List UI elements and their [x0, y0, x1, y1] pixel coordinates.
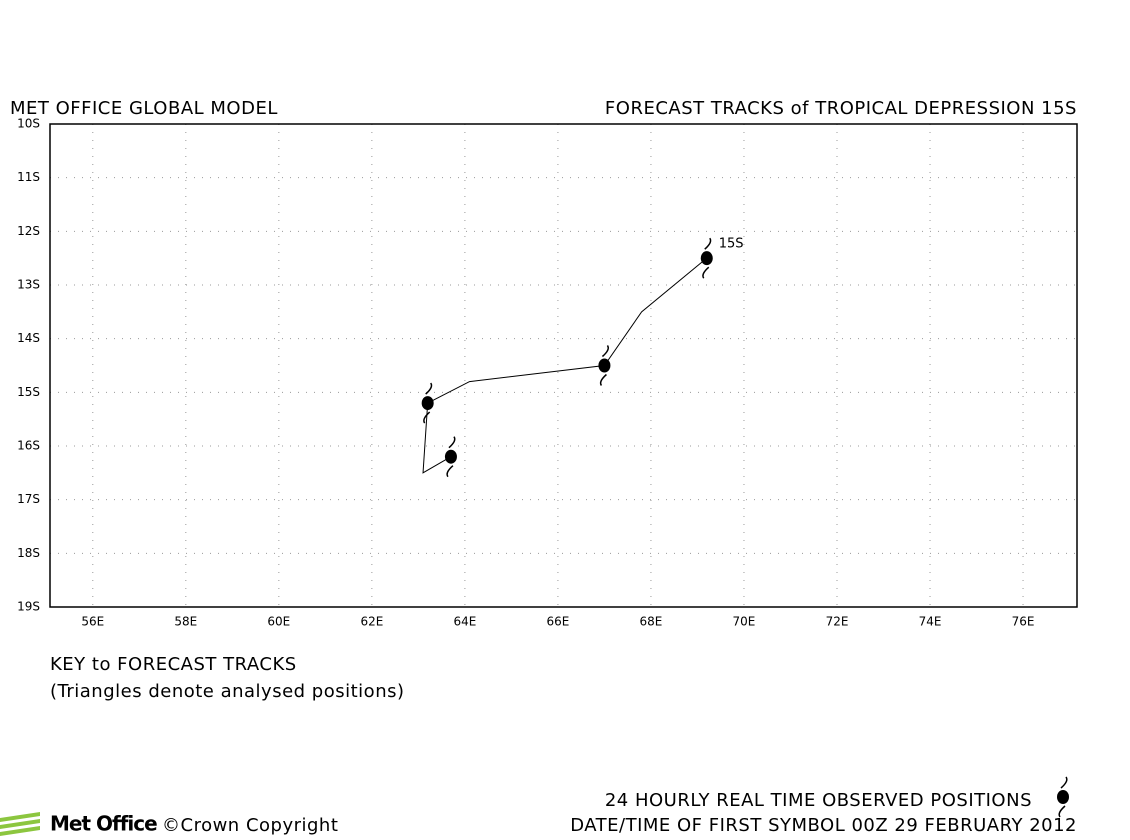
logo-icon	[0, 812, 40, 836]
cyclone-arm	[599, 373, 607, 386]
key-note: (Triangles denote analysed positions)	[50, 681, 405, 702]
legend-label: 24 HOURLY REAL TIME OBSERVED POSITIONS	[605, 790, 1032, 811]
x-tick-label: 68E	[640, 615, 663, 629]
cyclone-symbol	[700, 237, 713, 279]
cyclone-marker	[598, 358, 611, 373]
legend-marker	[1057, 790, 1069, 804]
x-tick-label: 74E	[919, 615, 942, 629]
cyclone-marker	[444, 449, 457, 464]
track-label: 15S	[719, 237, 744, 252]
cyclone-symbol	[444, 436, 457, 478]
copyright: ©Crown Copyright	[162, 815, 338, 836]
y-tick-label: 12S	[17, 224, 40, 238]
cyclone-symbol	[1057, 776, 1069, 818]
cyclone-arm	[448, 436, 456, 449]
x-tick-label: 58E	[174, 615, 197, 629]
x-tick-label: 64E	[453, 615, 476, 629]
cyclone-arm	[1058, 805, 1066, 818]
y-tick-label: 14S	[17, 331, 40, 345]
cyclone-arm	[702, 266, 710, 279]
x-tick-label: 60E	[267, 615, 290, 629]
cyclone-arm	[446, 465, 454, 478]
x-tick-label: 56E	[81, 615, 104, 629]
cyclone-arm	[601, 345, 609, 358]
y-tick-label: 17S	[17, 492, 40, 506]
cyclone-arm	[704, 237, 712, 250]
y-tick-label: 13S	[17, 278, 40, 292]
y-tick-label: 19S	[17, 600, 40, 614]
y-tick-label: 18S	[17, 546, 40, 560]
logo-text: Met Office	[50, 812, 157, 836]
track-line	[422, 257, 708, 474]
y-tick-label: 16S	[17, 439, 40, 453]
cyclone-symbol	[598, 345, 611, 386]
cyclone-arm	[425, 382, 433, 395]
chart-title-right: FORECAST TRACKS of TROPICAL DEPRESSION 1…	[605, 98, 1077, 119]
key-title: KEY to FORECAST TRACKS	[50, 654, 297, 675]
cyclone-symbol	[421, 382, 434, 424]
plot-frame	[49, 123, 1078, 608]
x-tick-label: 66E	[546, 615, 569, 629]
cyclone-marker	[700, 251, 713, 266]
cyclone-marker	[421, 396, 434, 411]
y-tick-label: 10S	[17, 117, 40, 131]
x-tick-label: 72E	[826, 615, 849, 629]
y-tick-label: 11S	[17, 170, 40, 184]
x-tick-label: 70E	[733, 615, 756, 629]
cyclone-arm	[423, 411, 431, 424]
footer-date: DATE/TIME OF FIRST SYMBOL 00Z 29 FEBRUAR…	[570, 815, 1077, 836]
x-tick-label: 62E	[360, 615, 383, 629]
chart-title-left: MET OFFICE GLOBAL MODEL	[10, 98, 278, 119]
cyclone-arm	[1060, 776, 1068, 789]
y-tick-label: 15S	[17, 385, 40, 399]
x-tick-label: 76E	[1012, 615, 1035, 629]
